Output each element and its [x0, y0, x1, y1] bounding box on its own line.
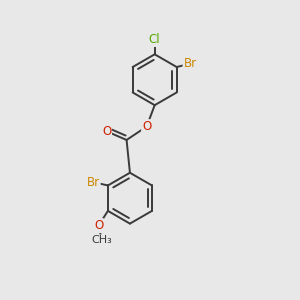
- Text: O: O: [94, 219, 103, 232]
- Text: O: O: [142, 120, 151, 133]
- Text: Cl: Cl: [149, 33, 161, 46]
- Text: Br: Br: [87, 176, 100, 189]
- Text: CH₃: CH₃: [92, 235, 112, 245]
- Text: Br: Br: [184, 57, 197, 70]
- Text: O: O: [102, 125, 111, 138]
